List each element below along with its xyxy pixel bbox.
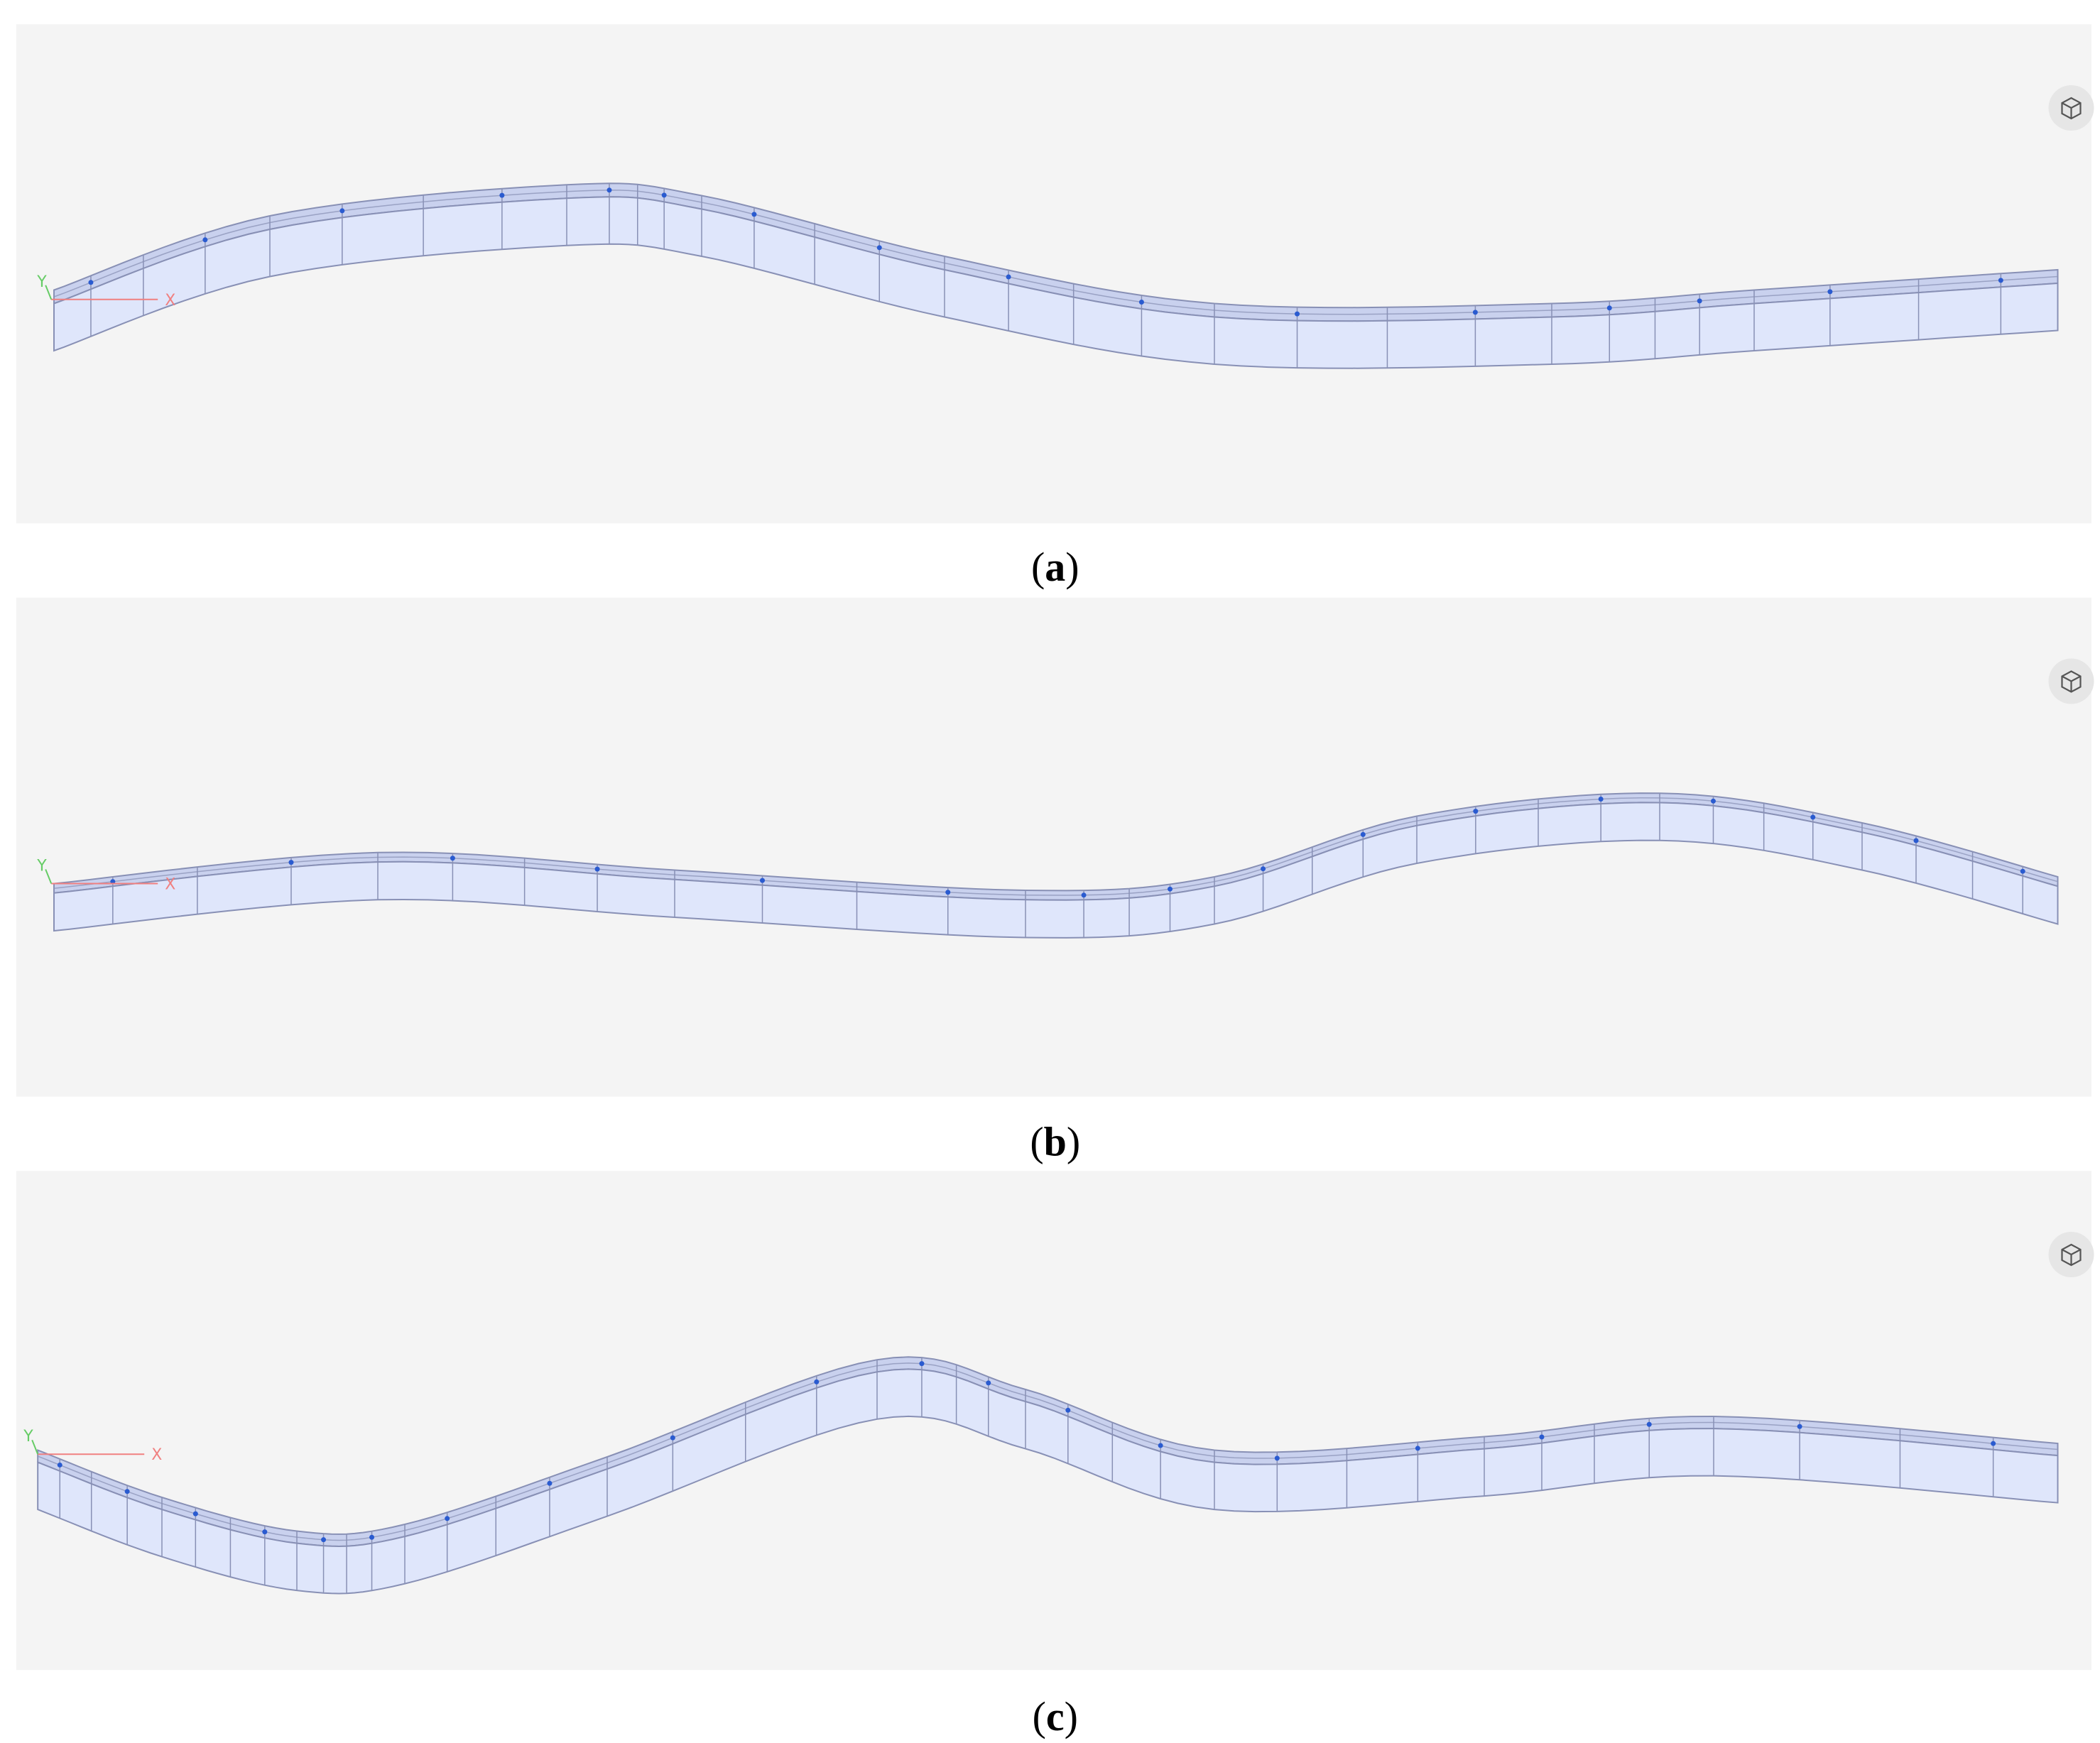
node — [1539, 1434, 1545, 1440]
node — [1598, 796, 1604, 802]
caption: (a) — [1031, 544, 1079, 590]
node — [547, 1480, 553, 1486]
axis-y-line — [45, 285, 53, 300]
axis-y-line — [45, 869, 53, 884]
node — [1827, 289, 1833, 295]
node — [2020, 868, 2025, 874]
node — [1472, 310, 1478, 315]
node — [288, 860, 294, 865]
node — [1697, 298, 1702, 304]
node — [945, 890, 951, 895]
node — [1913, 838, 1919, 843]
node — [986, 1380, 991, 1386]
node — [606, 187, 612, 193]
node — [814, 1379, 820, 1384]
panel: X Y (b) — [16, 597, 2094, 1164]
node — [661, 192, 667, 198]
node — [369, 1534, 375, 1540]
node — [1606, 305, 1612, 311]
axis-x-label: X — [151, 1446, 162, 1464]
node — [751, 212, 757, 217]
node — [1274, 1455, 1280, 1461]
node — [1261, 866, 1266, 872]
node — [202, 237, 208, 243]
node — [1295, 311, 1300, 317]
node — [670, 1435, 675, 1441]
node — [1810, 814, 1816, 820]
node — [1081, 892, 1087, 898]
axis-y-label: Y — [36, 273, 47, 291]
axis-y-label: Y — [36, 858, 47, 875]
axis-x-label: X — [165, 292, 175, 310]
node — [1710, 798, 1716, 804]
node — [339, 208, 345, 214]
view-cube-icon — [2061, 670, 2082, 693]
node — [1168, 886, 1173, 892]
caption: (b) — [1030, 1118, 1080, 1164]
node — [57, 1462, 62, 1468]
node — [919, 1361, 925, 1367]
panel: X Y (a) — [16, 24, 2094, 590]
caption: (c) — [1033, 1693, 1078, 1739]
axis-x-label: X — [165, 876, 175, 894]
node — [594, 866, 600, 872]
node — [1006, 274, 1011, 280]
node — [450, 856, 455, 861]
node — [262, 1529, 268, 1535]
view-cube-icon — [2061, 97, 2082, 120]
viewport — [16, 24, 2091, 524]
node — [1646, 1421, 1652, 1427]
node — [499, 192, 505, 198]
node — [321, 1537, 327, 1543]
node — [1998, 278, 2003, 283]
node — [1158, 1443, 1163, 1448]
node — [1473, 809, 1479, 814]
node — [1415, 1446, 1420, 1451]
panel: X Y (c) — [16, 1171, 2094, 1739]
view-cube-icon — [2061, 1243, 2082, 1267]
node — [1138, 299, 1144, 305]
node — [1991, 1441, 1996, 1446]
node — [124, 1489, 130, 1495]
axis-y-line — [31, 1439, 39, 1455]
node — [876, 245, 882, 251]
node — [1065, 1407, 1071, 1413]
axis-y-label: Y — [23, 1428, 33, 1446]
node — [760, 878, 765, 883]
node — [192, 1511, 198, 1517]
node — [1797, 1424, 1802, 1429]
node — [445, 1516, 450, 1521]
node — [110, 879, 116, 885]
node — [1360, 831, 1366, 837]
node — [88, 280, 94, 285]
